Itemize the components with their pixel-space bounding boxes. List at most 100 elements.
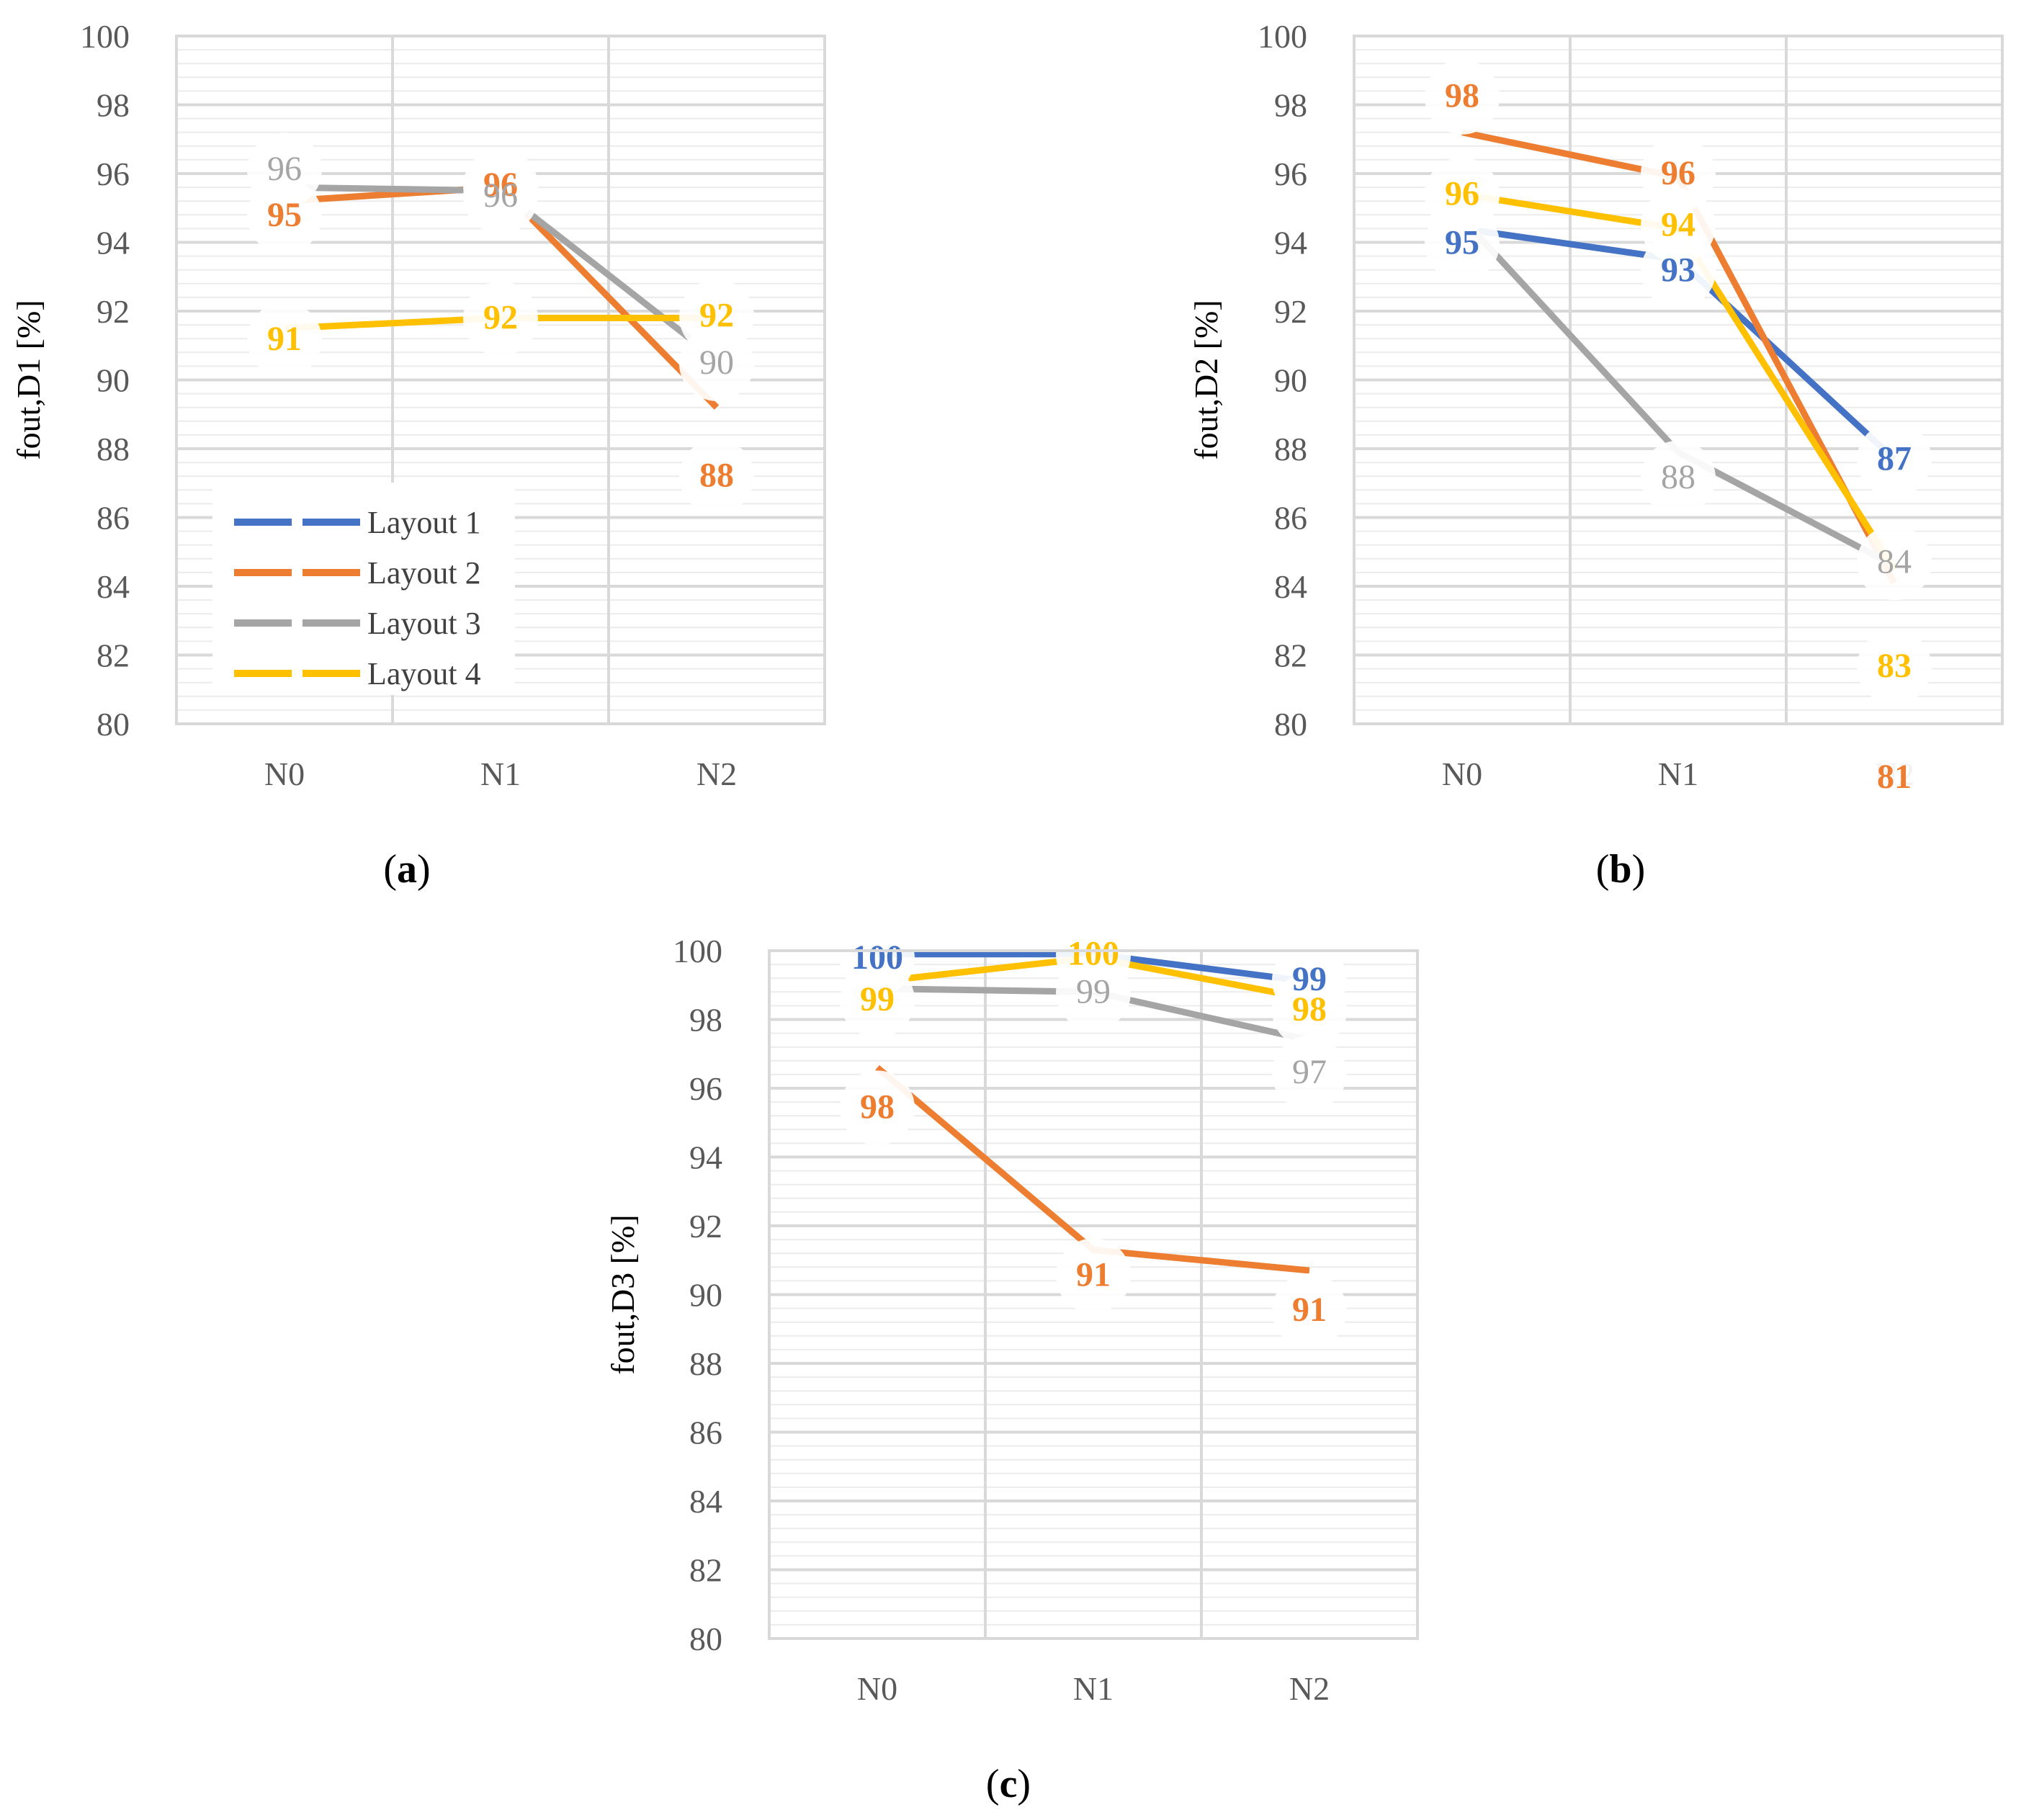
y-tick-label: 98 [1274, 87, 1307, 124]
data-label-layout-2: 95 [267, 196, 302, 234]
y-tick-label: 90 [689, 1277, 722, 1314]
y-tick-label: 100 [80, 18, 130, 55]
chart-a: 80 82 84 86 88 90 92 94 96 98 100 N0 N1 N2 fout,D1 [%]… [10, 18, 826, 792]
data-label-layout-3: 96 [483, 176, 518, 215]
data-label-layout-2: 96 [483, 166, 518, 204]
x-tick-label: N1 [1658, 756, 1698, 792]
data-label-halo [1425, 157, 1500, 233]
data-label-layout-2: 98 [860, 1088, 895, 1126]
y-tick-label: 96 [97, 156, 130, 192]
x-tick-label: N0 [264, 756, 305, 792]
y-tick-label: 86 [689, 1415, 722, 1451]
data-label-layout-1: 99 [1292, 960, 1327, 998]
plot-area-border [1353, 35, 2004, 725]
y-tick-label: 84 [689, 1483, 722, 1520]
panel-label-c: (c) [986, 1762, 1031, 1806]
data-label-layout-3: 84 [1877, 542, 1912, 580]
data-label-layout-4: 94 [1661, 205, 1695, 243]
y-axis-label: fout,D3 [%] [604, 1214, 641, 1374]
y-tick-label: 96 [689, 1070, 722, 1107]
data-label-layout-4: 98 [1292, 990, 1327, 1028]
y-tick-label: 82 [1274, 637, 1307, 674]
y-tick-label: 80 [689, 1620, 722, 1657]
data-label-halo [247, 302, 322, 377]
x-tick-label: N1 [480, 756, 521, 792]
y-tick-label: 92 [1274, 293, 1307, 330]
data-label-halo [1641, 440, 1716, 516]
y-tick-label: 84 [97, 568, 130, 605]
y-tick-label: 98 [689, 1002, 722, 1039]
data-label-halo [1641, 188, 1716, 264]
data-label-layout-3: 97 [1292, 1053, 1327, 1091]
data-label-layout-3: 90 [699, 344, 734, 382]
data-label-layout-4: 96 [1445, 175, 1479, 213]
data-label-halo [1857, 629, 1932, 705]
x-tick-label: N2 [696, 756, 737, 792]
data-label-layout-4: 92 [699, 297, 734, 335]
y-tick-label: 80 [97, 706, 130, 743]
x-tick-label: N0 [1442, 756, 1482, 792]
y-axis-label: fout,D2 [%] [1188, 300, 1224, 460]
data-label-halo [840, 1070, 915, 1146]
y-tick-label: 92 [689, 1208, 722, 1245]
data-label-layout-2: 96 [1661, 154, 1695, 192]
data-label-halo [679, 439, 754, 514]
y-tick-label: 94 [1274, 225, 1307, 261]
plot-area-border [768, 949, 1419, 1640]
data-label-layout-1: 100 [851, 938, 903, 977]
y-tick-label: 80 [1274, 706, 1307, 743]
y-tick-label: 100 [673, 933, 722, 969]
data-label-halo [247, 133, 322, 208]
data-label-layout-4: 83 [1877, 647, 1912, 685]
legend-entry-layout-1: Layout 1 [367, 505, 481, 540]
data-label-layout-2: 88 [699, 457, 734, 495]
data-label-halo [1857, 740, 1932, 816]
y-tick-label: 100 [1258, 18, 1307, 55]
data-label-layout-4: 92 [483, 299, 518, 337]
legend-entry-layout-3: Layout 3 [367, 606, 481, 641]
data-label-halo [1056, 917, 1131, 992]
data-label-layout-3: 88 [1661, 458, 1695, 496]
chart-c: 80 82 84 86 88 90 92 94 96 98 100 N0 N1 N2 fout,D3 [%]… [604, 917, 1419, 1707]
data-label-halo [1425, 59, 1500, 135]
data-label-layout-2: 81 [1877, 758, 1912, 796]
data-label-halo [840, 962, 915, 1038]
data-label-halo [1272, 972, 1347, 1048]
legend-entry-layout-4: Layout 4 [367, 656, 481, 691]
y-tick-label: 94 [97, 225, 130, 261]
data-label-layout-2: 91 [1076, 1255, 1111, 1294]
x-tick-label: N1 [1073, 1670, 1114, 1707]
y-tick-label: 82 [97, 637, 130, 674]
y-tick-label: 94 [689, 1139, 722, 1176]
data-label-layout-2: 98 [1445, 77, 1479, 115]
panel-label-b: (b) [1596, 847, 1645, 892]
y-axis-label: fout,D1 [%] [10, 300, 47, 460]
y-tick-label: 96 [1274, 156, 1307, 192]
y-tick-label: 90 [97, 362, 130, 399]
data-label-layout-4: 100 [1067, 935, 1119, 973]
data-label-layout-3: 99 [1076, 972, 1111, 1010]
y-tick-label: 82 [689, 1552, 722, 1589]
data-label-layout-4: 91 [267, 320, 302, 358]
y-tick-label: 84 [1274, 568, 1307, 605]
data-label-layout-1: 87 [1877, 439, 1912, 478]
y-tick-label: 86 [97, 500, 130, 537]
data-label-halo [1857, 422, 1932, 498]
data-label-layout-1: 93 [1661, 251, 1695, 289]
data-label-halo [1056, 1238, 1131, 1314]
data-label-halo [1857, 525, 1932, 601]
y-tick-label: 98 [97, 87, 130, 124]
y-tick-label: 88 [689, 1345, 722, 1382]
y-tick-label: 88 [97, 431, 130, 467]
data-label-layout-2: 91 [1292, 1291, 1327, 1329]
x-tick-label: N0 [857, 1670, 897, 1707]
y-tick-label: 92 [97, 293, 130, 330]
legend-background [212, 483, 515, 695]
panel-label-a: (a) [383, 847, 430, 892]
data-label-halo [1641, 136, 1716, 212]
data-label-halo [1272, 1273, 1347, 1349]
legend: Layout 1 Layout 2 Layout 3 Layout 4 [212, 483, 515, 695]
